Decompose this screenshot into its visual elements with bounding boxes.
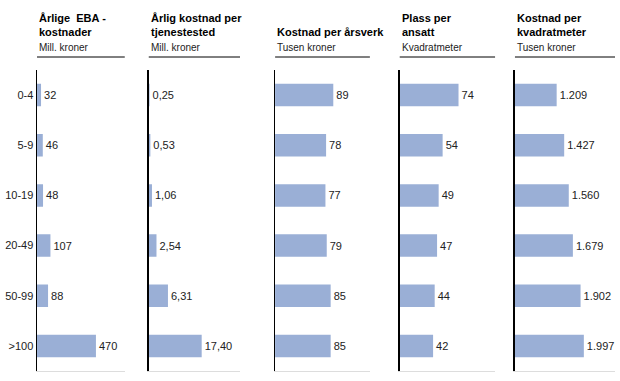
svg-text:77: 77 [328, 189, 340, 201]
svg-text:>100: >100 [9, 340, 34, 352]
svg-text:Plass peransatt: Plass peransatt [402, 12, 452, 38]
svg-text:Kostnad per årsverk: Kostnad per årsverk [277, 26, 384, 38]
svg-text:Årlige EBA -kostnader: Årlige EBA -kostnader [39, 12, 106, 38]
svg-text:50-99: 50-99 [5, 290, 33, 302]
svg-text:1.209: 1.209 [560, 89, 588, 101]
svg-text:Mill. kroner: Mill. kroner [39, 42, 89, 53]
svg-text:5-9: 5-9 [17, 139, 33, 151]
svg-text:48: 48 [46, 189, 58, 201]
svg-text:Årlig kostnad pertjenestested: Årlig kostnad pertjenestested [151, 12, 242, 38]
svg-text:47: 47 [440, 240, 452, 252]
svg-text:85: 85 [334, 290, 346, 302]
svg-text:88: 88 [51, 290, 63, 302]
svg-text:1.427: 1.427 [567, 139, 595, 151]
svg-text:Kostnad perkvadratmeter: Kostnad perkvadratmeter [517, 12, 587, 38]
svg-text:107: 107 [53, 240, 71, 252]
svg-text:46: 46 [46, 139, 58, 151]
svg-text:0,53: 0,53 [153, 139, 174, 151]
svg-text:1.902: 1.902 [584, 290, 612, 302]
svg-text:Tusen kroner: Tusen kroner [517, 42, 576, 53]
svg-text:78: 78 [329, 139, 341, 151]
svg-text:49: 49 [442, 189, 454, 201]
svg-text:89: 89 [336, 89, 348, 101]
svg-text:0-4: 0-4 [17, 89, 33, 101]
svg-text:20-49: 20-49 [5, 239, 33, 251]
svg-text:1.679: 1.679 [576, 240, 604, 252]
svg-text:Kvadratmeter: Kvadratmeter [402, 42, 463, 53]
svg-text:79: 79 [330, 240, 342, 252]
svg-text:1,06: 1,06 [155, 189, 176, 201]
svg-text:10-19: 10-19 [5, 189, 33, 201]
svg-text:Mill. kroner: Mill. kroner [151, 42, 201, 53]
svg-text:0,25: 0,25 [153, 89, 174, 101]
svg-text:85: 85 [334, 340, 346, 352]
svg-text:Tusen kroner: Tusen kroner [277, 42, 336, 53]
svg-text:32: 32 [44, 89, 56, 101]
svg-text:42: 42 [436, 340, 448, 352]
svg-text:470: 470 [99, 340, 117, 352]
svg-text:6,31: 6,31 [171, 290, 192, 302]
svg-text:17,40: 17,40 [205, 340, 233, 352]
svg-text:74: 74 [462, 89, 474, 101]
svg-text:2,54: 2,54 [159, 240, 180, 252]
svg-text:1.997: 1.997 [587, 340, 615, 352]
svg-text:1.560: 1.560 [572, 189, 600, 201]
svg-text:54: 54 [446, 139, 458, 151]
svg-text:44: 44 [438, 290, 450, 302]
